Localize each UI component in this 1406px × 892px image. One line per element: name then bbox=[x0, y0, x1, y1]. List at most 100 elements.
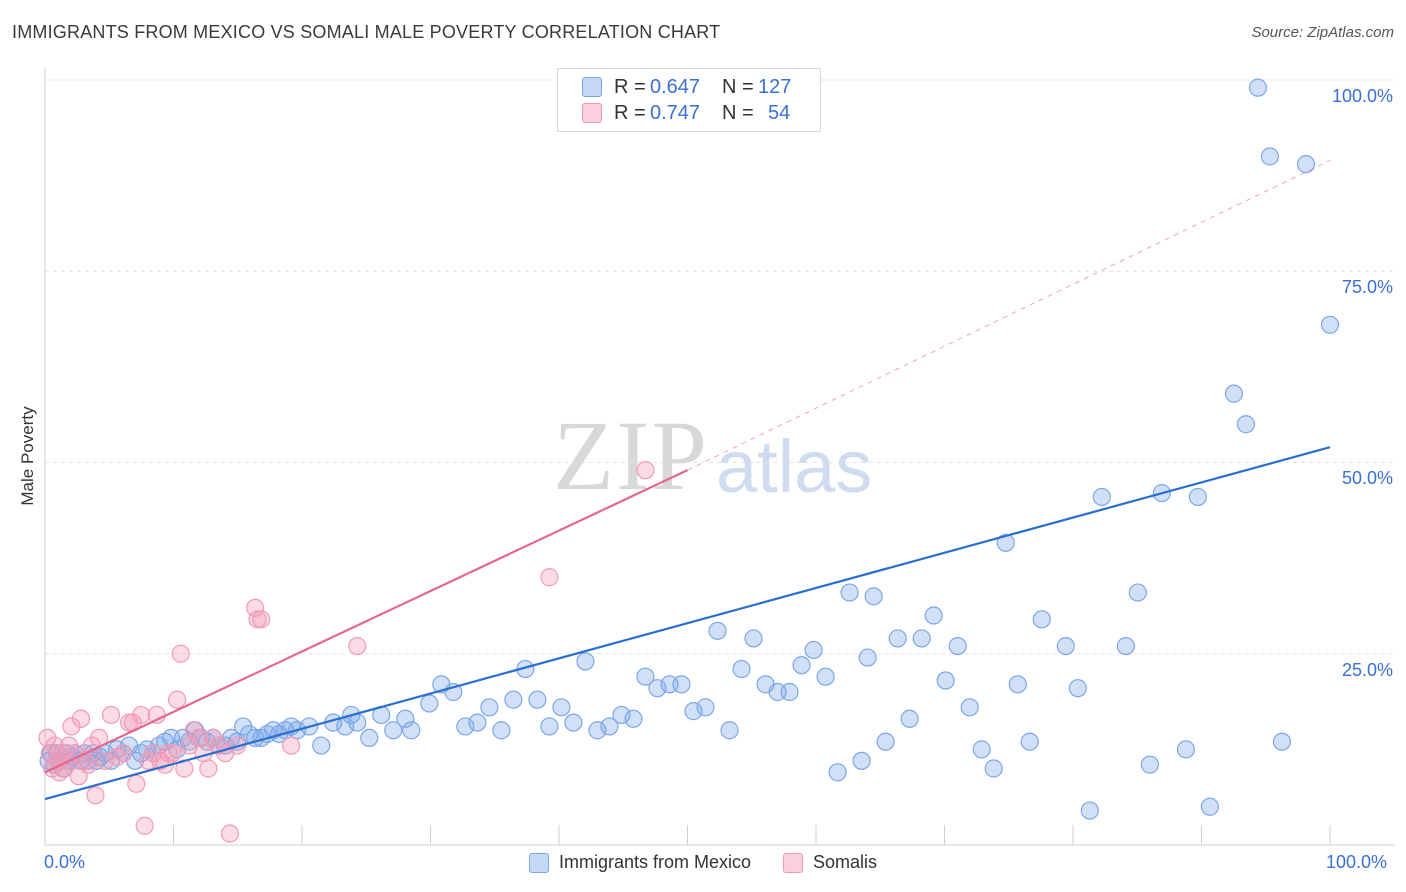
mexico-point-50 bbox=[312, 736, 331, 755]
chart-title: IMMIGRANTS FROM MEXICO VS SOMALI MALE PO… bbox=[12, 22, 721, 42]
mexico-point-79 bbox=[648, 679, 667, 698]
series-label-somalis: Somalis bbox=[813, 852, 878, 872]
legend-swatch-mexico bbox=[582, 77, 602, 97]
legend-row-somalis: R = 0.747 N = 54 bbox=[582, 101, 790, 125]
mexico-point-93 bbox=[816, 667, 835, 686]
somalis-point-52 bbox=[348, 636, 367, 656]
mexico-point-108 bbox=[984, 759, 1003, 778]
mexico-point-85 bbox=[720, 721, 739, 740]
y-tick-label-25: 25.0% bbox=[1341, 660, 1393, 680]
somalis-point-13 bbox=[71, 709, 91, 728]
mexico-point-65 bbox=[480, 698, 499, 717]
mexico-point-129 bbox=[1296, 155, 1316, 174]
series-legend-somalis: Somalis bbox=[783, 852, 877, 873]
mexico-point-127 bbox=[1260, 147, 1280, 166]
somalis-point-10 bbox=[62, 717, 81, 736]
mexico-point-84 bbox=[708, 621, 727, 640]
mexico-point-115 bbox=[1080, 801, 1099, 820]
somalis-point-42 bbox=[199, 759, 218, 778]
mexico-point-100 bbox=[888, 629, 907, 648]
legend-r-label: R = bbox=[614, 75, 646, 98]
mexico-point-82 bbox=[684, 702, 703, 721]
somalis-point-36 bbox=[171, 644, 190, 663]
mexico-point-60 bbox=[420, 694, 439, 713]
mexico-point-63 bbox=[456, 717, 475, 736]
mexico-point-91 bbox=[792, 656, 811, 675]
mexico-point-66 bbox=[492, 721, 511, 740]
mexico-point-110 bbox=[1008, 675, 1027, 694]
mexico-point-94 bbox=[828, 763, 847, 782]
y-axis-title: Male Poverty bbox=[18, 406, 37, 506]
somalis-point-0 bbox=[38, 728, 57, 748]
mexico-point-76 bbox=[612, 705, 631, 725]
somalis-point-19 bbox=[95, 751, 115, 770]
watermark-atlas: atlas bbox=[716, 425, 873, 508]
legend-row-mexico: R = 0.647 N = 127 bbox=[582, 75, 791, 99]
mexico-point-119 bbox=[1140, 755, 1159, 774]
somalis-point-26 bbox=[131, 705, 151, 725]
mexico-point-73 bbox=[576, 652, 595, 671]
somalis-trend-extension bbox=[687, 159, 1331, 471]
mexico-point-117 bbox=[1116, 636, 1135, 656]
mexico-point-103 bbox=[924, 606, 943, 625]
mexico-point-72 bbox=[564, 713, 583, 732]
mexico-point-130 bbox=[1320, 315, 1340, 334]
legend-r-value: 0.647 bbox=[650, 75, 701, 98]
y-tick-label-50: 50.0% bbox=[1341, 468, 1393, 488]
mexico-point-128 bbox=[1272, 732, 1292, 751]
mexico-point-112 bbox=[1032, 610, 1051, 629]
series-legend: Immigrants from Mexico Somalis bbox=[0, 852, 1406, 873]
mexico-point-67 bbox=[504, 690, 523, 709]
series-swatch-somalis bbox=[783, 852, 803, 873]
somalis-point-50 bbox=[252, 610, 271, 629]
mexico-point-77 bbox=[624, 709, 643, 728]
mexico-point-70 bbox=[540, 717, 559, 736]
x-tick-label-min: 0.0% bbox=[44, 852, 86, 872]
y-tick-label-100: 100.0% bbox=[1331, 86, 1393, 106]
mexico-point-57 bbox=[384, 721, 403, 740]
mexico-point-92 bbox=[804, 640, 823, 660]
mexico-point-69 bbox=[528, 690, 547, 709]
mexico-point-109 bbox=[996, 533, 1015, 552]
series-swatch-mexico bbox=[528, 852, 549, 873]
mexico-point-86 bbox=[732, 659, 751, 679]
legend-n-value: 127 bbox=[758, 75, 792, 98]
legend-r-label: R = bbox=[614, 101, 646, 124]
x-tick-label-max: 100.0% bbox=[1326, 852, 1388, 872]
somalis-point-35 bbox=[168, 690, 187, 709]
somalis-point-46 bbox=[220, 824, 240, 843]
somalis-point-22 bbox=[113, 744, 133, 763]
legend-n-label: N = bbox=[722, 101, 754, 124]
mexico-point-98 bbox=[864, 587, 883, 606]
somalis-trend-line bbox=[44, 469, 688, 774]
mexico-point-125 bbox=[1236, 415, 1256, 434]
mexico-point-64 bbox=[468, 713, 487, 732]
mexico-point-122 bbox=[1188, 487, 1207, 507]
mexico-point-118 bbox=[1128, 583, 1147, 602]
mexico-point-59 bbox=[402, 721, 421, 740]
somalis-point-53 bbox=[540, 568, 559, 587]
somalis-point-15 bbox=[79, 755, 98, 774]
legend-r-value: 0.747 bbox=[650, 101, 701, 124]
somalis-point-51 bbox=[282, 736, 301, 755]
mexico-point-101 bbox=[900, 709, 919, 728]
mexico-point-78 bbox=[636, 667, 655, 686]
mexico-point-106 bbox=[960, 698, 979, 717]
mexico-point-124 bbox=[1224, 384, 1244, 403]
mexico-point-90 bbox=[780, 682, 799, 702]
mexico-point-99 bbox=[876, 732, 895, 751]
mexico-point-71 bbox=[552, 698, 571, 717]
mexico-point-113 bbox=[1056, 636, 1075, 656]
mexico-point-116 bbox=[1092, 487, 1111, 507]
mexico-point-58 bbox=[396, 709, 415, 728]
mexico-point-104 bbox=[936, 671, 955, 690]
watermark-zip: ZIP bbox=[553, 400, 709, 511]
correlation-legend: R = 0.647 N = 127 R = 0.747 N = 54 bbox=[557, 68, 821, 132]
somalis-point-17 bbox=[86, 786, 105, 805]
somalis-point-48 bbox=[246, 598, 265, 617]
y-tick-label-75: 75.0% bbox=[1341, 277, 1393, 297]
mexico-point-30 bbox=[180, 732, 199, 751]
somalis-point-34 bbox=[163, 744, 182, 763]
mexico-trend-line bbox=[44, 446, 1331, 801]
